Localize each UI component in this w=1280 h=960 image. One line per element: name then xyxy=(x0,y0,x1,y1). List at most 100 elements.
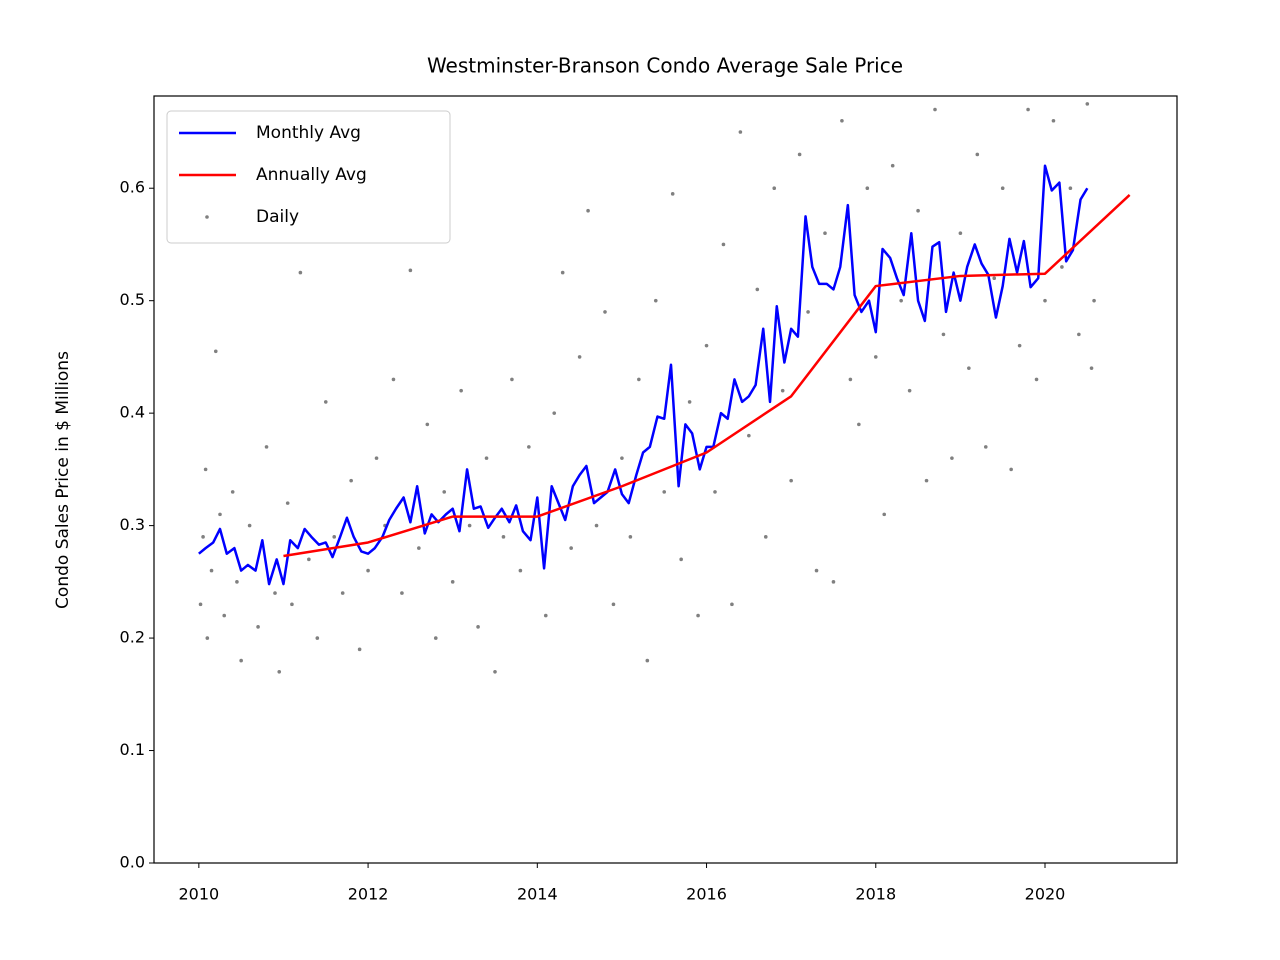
daily-point xyxy=(273,591,277,595)
chart-title: Westminster-Branson Condo Average Sale P… xyxy=(427,54,903,78)
plot-frame xyxy=(153,95,1178,864)
daily-point xyxy=(730,602,734,607)
daily-point xyxy=(696,613,700,618)
daily-point xyxy=(493,670,497,674)
daily-point xyxy=(806,310,810,314)
daily-point xyxy=(873,355,878,359)
daily-point xyxy=(450,580,455,584)
daily-point xyxy=(510,377,514,382)
daily-point xyxy=(230,490,235,494)
daily-point xyxy=(738,130,743,134)
daily-point xyxy=(442,490,447,494)
daily-point xyxy=(417,546,421,550)
daily-point xyxy=(620,456,624,460)
daily-point xyxy=(218,512,222,517)
daily-point xyxy=(277,670,282,674)
daily-point xyxy=(1060,265,1064,269)
x-tick-label: 2012 xyxy=(348,885,389,904)
daily-point xyxy=(357,647,362,652)
daily-point xyxy=(235,580,239,584)
daily-point xyxy=(924,478,929,483)
daily-point xyxy=(425,422,430,427)
daily-point xyxy=(569,546,573,550)
x-tick-label: 2020 xyxy=(1025,885,1066,904)
daily-point xyxy=(687,400,692,404)
daily-point xyxy=(907,388,912,393)
daily-point xyxy=(332,535,337,539)
daily-point xyxy=(1089,366,1094,370)
legend-marker xyxy=(205,215,209,219)
y-axis-label: Condo Sales Price in $ Millions xyxy=(53,351,73,609)
daily-point xyxy=(662,490,667,494)
plot-area xyxy=(198,102,1131,674)
daily-point xyxy=(916,208,920,213)
daily-point xyxy=(374,456,379,460)
daily-point xyxy=(239,658,243,663)
daily-point xyxy=(290,602,294,607)
x-tick-label: 2010 xyxy=(178,885,219,904)
daily-point xyxy=(1068,186,1073,191)
y-tick-label: 0.5 xyxy=(120,290,145,309)
daily-point xyxy=(653,298,658,303)
x-tick-label: 2018 xyxy=(855,885,896,904)
daily-point xyxy=(209,568,214,573)
legend-box xyxy=(166,110,451,244)
daily-point xyxy=(1026,107,1030,112)
daily-point xyxy=(1000,186,1005,191)
daily-point xyxy=(670,192,675,196)
series-line xyxy=(198,164,1089,586)
daily-point xyxy=(950,456,954,460)
daily-point xyxy=(247,523,252,528)
daily-point xyxy=(1051,118,1056,123)
daily-point xyxy=(992,276,997,280)
daily-point xyxy=(1009,467,1013,472)
daily-point xyxy=(298,270,303,275)
daily-point xyxy=(203,467,208,472)
daily-point xyxy=(967,366,971,370)
daily-point xyxy=(1085,102,1090,106)
daily-point xyxy=(679,557,683,562)
daily-point xyxy=(882,512,887,517)
daily-point xyxy=(628,535,633,539)
daily-point xyxy=(797,152,802,157)
legend-label: Monthly Avg xyxy=(256,123,361,143)
daily-point xyxy=(780,388,785,393)
daily-point xyxy=(721,242,726,247)
daily-point xyxy=(789,478,793,483)
daily-point xyxy=(577,355,582,359)
y-tick-label: 0.1 xyxy=(120,740,145,759)
daily-point xyxy=(899,298,903,303)
daily-point xyxy=(213,349,218,354)
daily-point xyxy=(1092,298,1096,303)
legend-label: Annually Avg xyxy=(256,165,367,185)
daily-point xyxy=(1043,298,1047,303)
daily-point xyxy=(391,377,396,382)
daily-point xyxy=(645,658,650,663)
daily-point xyxy=(501,535,506,539)
daily-point xyxy=(307,557,311,562)
y-tick-label: 0.2 xyxy=(120,628,145,647)
daily-point xyxy=(476,625,480,629)
daily-point xyxy=(552,411,557,415)
daily-point xyxy=(958,231,963,236)
x-tick-label: 2014 xyxy=(517,885,558,904)
daily-point xyxy=(831,580,836,584)
daily-point xyxy=(198,602,203,607)
daily-point xyxy=(704,343,709,348)
daily-point xyxy=(256,625,260,629)
daily-point xyxy=(755,287,760,292)
daily-point xyxy=(983,445,988,449)
daily-point xyxy=(611,602,616,607)
daily-point xyxy=(637,377,641,382)
daily-point xyxy=(848,377,853,382)
daily-point xyxy=(586,208,590,213)
daily-point xyxy=(1017,343,1022,348)
y-tick-label: 0.3 xyxy=(120,515,145,534)
daily-point xyxy=(890,163,895,168)
legend-label: Daily xyxy=(256,207,299,227)
daily-point xyxy=(222,613,227,618)
daily-point xyxy=(933,107,937,112)
daily-point xyxy=(366,568,370,573)
daily-point xyxy=(865,186,870,191)
